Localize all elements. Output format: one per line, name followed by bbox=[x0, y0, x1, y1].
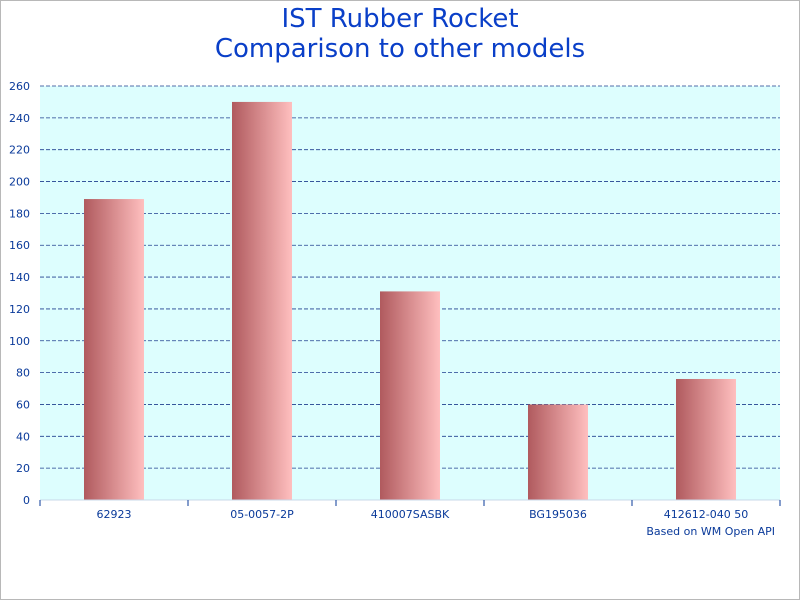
y-tick-label: 20 bbox=[16, 462, 30, 475]
y-tick-label: 100 bbox=[9, 335, 30, 348]
bar-BG195036 bbox=[528, 404, 588, 500]
y-tick-label: 180 bbox=[9, 207, 30, 220]
y-axis-ticks: 0 20 40 60 80 100 120 140 160 180 200 220 240 260 bbox=[9, 80, 30, 507]
bar-62923 bbox=[84, 199, 144, 501]
y-tick-label: 0 bbox=[23, 494, 30, 507]
bar-412612-040 50 bbox=[676, 378, 736, 500]
chart-title-line-1: IST Rubber Rocket bbox=[281, 4, 518, 34]
x-axis-labels: 62923 05-0057-2P 410007SASBK BG195036 412612… bbox=[97, 508, 749, 521]
chart-title-line-2: Comparison to other models bbox=[215, 34, 585, 64]
y-tick-label: 220 bbox=[9, 144, 30, 157]
y-tick-label: 40 bbox=[16, 430, 30, 443]
y-tick-label: 200 bbox=[9, 176, 30, 189]
x-axis bbox=[39, 499, 781, 506]
y-tick-label: 80 bbox=[16, 367, 30, 380]
bar-410007SASBK bbox=[380, 291, 440, 500]
y-tick-label: 120 bbox=[9, 303, 30, 316]
footnote-text: Based on WM Open API bbox=[646, 525, 775, 538]
bar-05-0057-2P bbox=[232, 101, 292, 500]
x-category-label: 412612-040 50 bbox=[664, 508, 748, 521]
x-category-label: BG195036 bbox=[529, 508, 587, 521]
y-tick-label: 240 bbox=[9, 112, 30, 125]
x-category-label: 410007SASBK bbox=[371, 508, 450, 521]
y-tick-label: 260 bbox=[9, 80, 30, 93]
y-tick-label: 60 bbox=[16, 398, 30, 411]
y-tick-label: 160 bbox=[9, 239, 30, 252]
x-category-label: 05-0057-2P bbox=[230, 508, 294, 521]
x-category-label: 62923 bbox=[97, 508, 132, 521]
y-tick-label: 140 bbox=[9, 271, 30, 284]
bars bbox=[84, 101, 736, 501]
